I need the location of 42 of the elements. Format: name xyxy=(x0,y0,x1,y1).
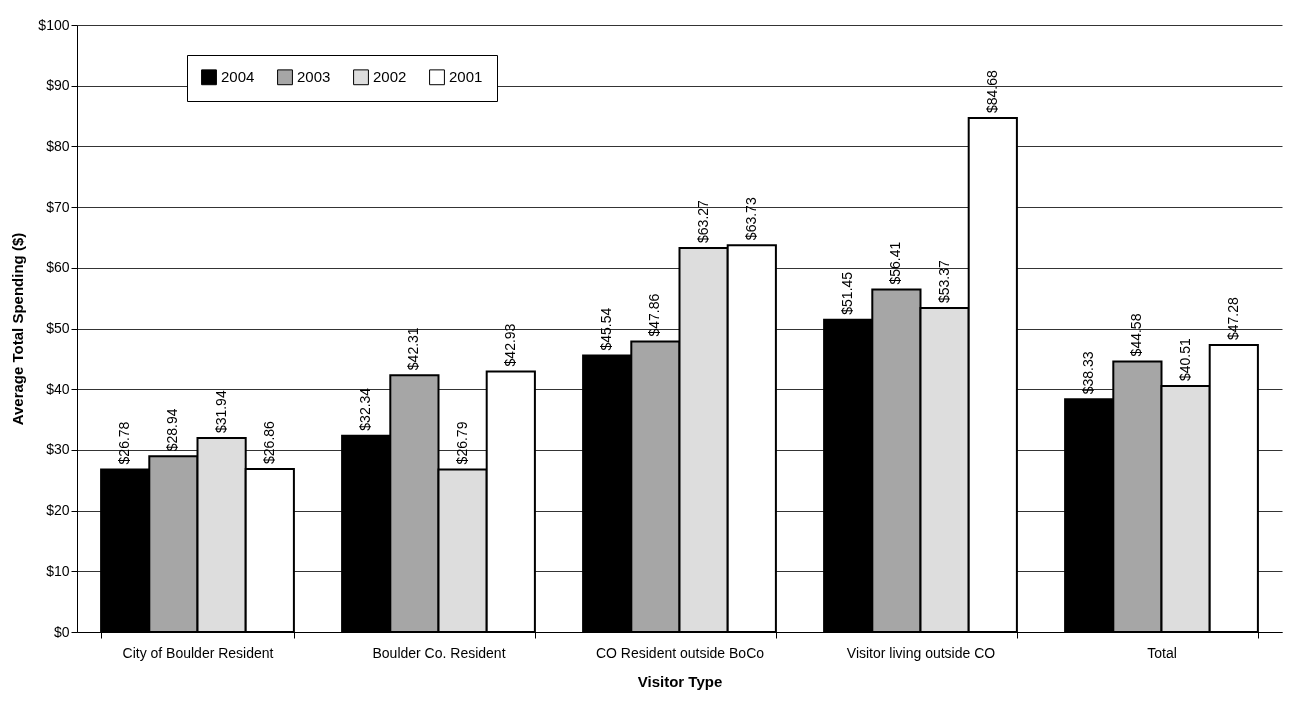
data-label: $42.93 xyxy=(501,323,518,367)
data-label: $26.78 xyxy=(116,421,133,465)
data-label: $42.31 xyxy=(405,327,422,371)
x-tick-label: CO Resident outside BoCo xyxy=(595,644,765,661)
y-tick-label: $40 xyxy=(46,380,70,397)
data-label: $44.58 xyxy=(1128,313,1145,357)
x-tick-label: Total xyxy=(1147,644,1177,661)
data-label: $51.45 xyxy=(839,271,856,315)
y-tick-label: $0 xyxy=(53,623,70,640)
data-label: $32.34 xyxy=(357,387,374,431)
data-label: $63.27 xyxy=(694,199,711,243)
y-tick-label: $70 xyxy=(46,198,70,215)
data-label: $47.28 xyxy=(1224,296,1241,341)
y-tick-label: $80 xyxy=(46,137,70,154)
data-label: $56.41 xyxy=(887,241,904,285)
x-tick-label: Visitor living outside CO xyxy=(846,644,996,661)
x-tick-label: Boulder Co. Resident xyxy=(372,644,506,661)
x-tick-label: City of Boulder Resident xyxy=(122,644,274,661)
y-tick-label: $20 xyxy=(46,502,70,519)
data-label: $45.54 xyxy=(598,307,615,351)
y-tick-label: $60 xyxy=(46,259,70,276)
data-label: $40.51 xyxy=(1176,338,1193,382)
legend-label: 2003 xyxy=(297,68,331,86)
legend-label: 2001 xyxy=(449,68,483,86)
y-axis-title: Average Total Spending ($) xyxy=(9,232,27,426)
data-label: $28.94 xyxy=(164,408,181,452)
data-label: $47.86 xyxy=(646,293,663,337)
y-tick-label: $10 xyxy=(46,562,70,579)
x-axis-title: Visitor Type xyxy=(637,672,723,690)
y-tick-label: $90 xyxy=(46,77,70,94)
y-tick-label: $100 xyxy=(38,16,70,33)
data-label: $31.94 xyxy=(212,390,229,434)
data-label: $38.33 xyxy=(1080,351,1097,395)
data-label: $63.73 xyxy=(742,197,759,241)
legend-label: 2004 xyxy=(221,68,255,86)
y-tick-label: $50 xyxy=(46,320,70,336)
data-label: $84.68 xyxy=(983,69,1000,113)
data-label: $26.86 xyxy=(260,420,277,464)
y-tick-label: $30 xyxy=(46,441,70,458)
data-label: $53.37 xyxy=(935,260,952,304)
data-label: $26.79 xyxy=(453,421,470,465)
legend-label: 2002 xyxy=(373,68,407,86)
